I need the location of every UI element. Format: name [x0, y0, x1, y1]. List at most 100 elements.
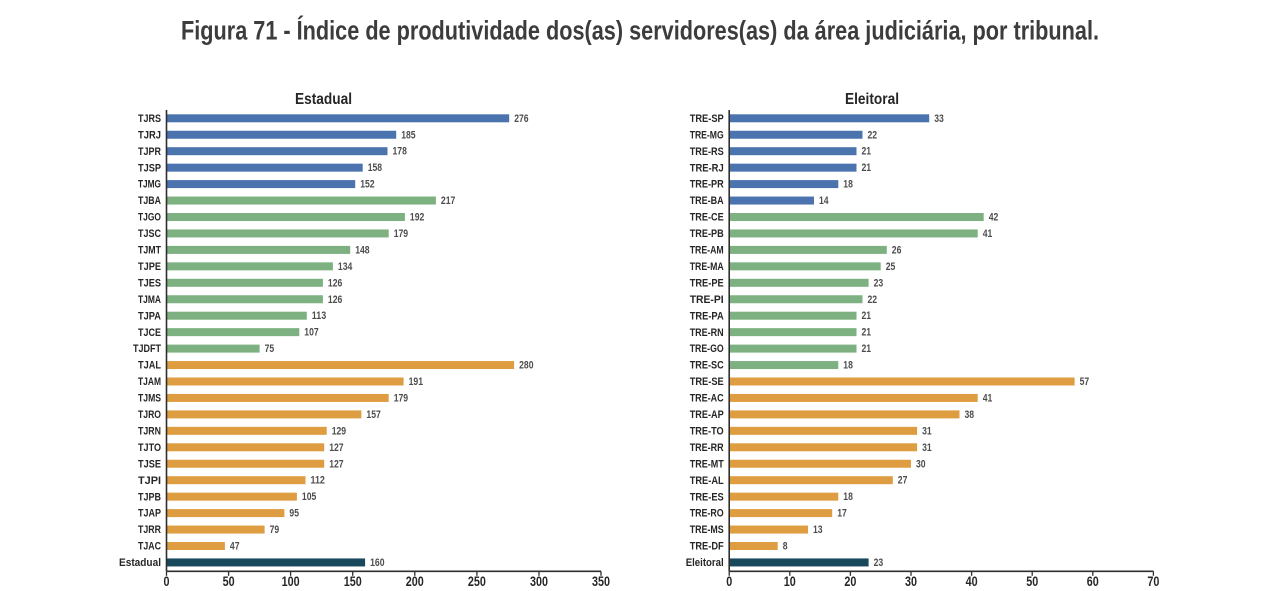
- svg-text:TJPE: TJPE: [138, 261, 161, 273]
- svg-text:TRE-PA: TRE-PA: [690, 310, 724, 322]
- svg-text:22: 22: [868, 294, 878, 306]
- svg-text:107: 107: [304, 327, 318, 339]
- svg-text:TJRS: TJRS: [138, 113, 161, 125]
- svg-text:250: 250: [468, 573, 486, 589]
- svg-text:TRE-MT: TRE-MT: [690, 458, 724, 470]
- svg-text:148: 148: [355, 244, 369, 256]
- svg-text:26: 26: [892, 244, 902, 256]
- svg-text:TJRR: TJRR: [138, 524, 161, 536]
- svg-text:10: 10: [784, 573, 796, 589]
- svg-text:126: 126: [328, 294, 342, 306]
- svg-text:Figura 71 - Índice de produtiv: Figura 71 - Índice de produtividade dos(…: [181, 15, 1099, 46]
- svg-text:95: 95: [289, 508, 299, 520]
- svg-text:113: 113: [312, 310, 326, 322]
- svg-text:127: 127: [329, 458, 343, 470]
- svg-text:191: 191: [409, 376, 423, 388]
- svg-text:23: 23: [874, 557, 884, 569]
- svg-text:185: 185: [401, 129, 415, 141]
- svg-text:TJMG: TJMG: [138, 179, 161, 191]
- svg-text:TRE-ES: TRE-ES: [690, 491, 724, 503]
- svg-text:TRE-SP: TRE-SP: [690, 113, 724, 125]
- svg-text:38: 38: [965, 409, 975, 421]
- svg-text:30: 30: [916, 458, 926, 470]
- svg-text:TRE-AP: TRE-AP: [690, 409, 724, 421]
- svg-text:31: 31: [922, 442, 932, 454]
- svg-text:TJPB: TJPB: [138, 491, 161, 503]
- svg-text:30: 30: [905, 573, 917, 589]
- svg-text:TJSE: TJSE: [138, 458, 161, 470]
- svg-text:21: 21: [862, 343, 872, 355]
- svg-text:TJAC: TJAC: [138, 541, 161, 553]
- svg-text:TRE-MG: TRE-MG: [690, 129, 724, 141]
- svg-text:57: 57: [1080, 376, 1090, 388]
- svg-text:TJSC: TJSC: [138, 228, 161, 240]
- svg-text:TJGO: TJGO: [138, 212, 161, 224]
- svg-text:TRE-AL: TRE-AL: [690, 475, 724, 487]
- svg-text:27: 27: [898, 475, 908, 487]
- svg-text:21: 21: [862, 310, 872, 322]
- svg-text:TJCE: TJCE: [138, 327, 161, 339]
- svg-text:350: 350: [592, 573, 610, 589]
- svg-text:TJAP: TJAP: [138, 508, 161, 520]
- svg-text:129: 129: [332, 425, 346, 437]
- svg-text:TRE-RJ: TRE-RJ: [690, 162, 724, 174]
- svg-text:100: 100: [282, 573, 300, 589]
- svg-text:TRE-BA: TRE-BA: [690, 195, 724, 207]
- svg-text:192: 192: [410, 212, 424, 224]
- svg-text:20: 20: [844, 573, 856, 589]
- svg-text:TRE-AM: TRE-AM: [690, 245, 724, 257]
- svg-text:160: 160: [370, 557, 384, 569]
- svg-text:TRE-CE: TRE-CE: [690, 212, 724, 224]
- svg-text:Eleitoral: Eleitoral: [845, 91, 899, 108]
- svg-text:TRE-TO: TRE-TO: [690, 425, 724, 437]
- svg-text:TRE-PB: TRE-PB: [690, 228, 724, 240]
- svg-text:TRE-MS: TRE-MS: [690, 524, 724, 536]
- svg-text:TRE-AC: TRE-AC: [690, 393, 724, 405]
- svg-text:0: 0: [726, 573, 732, 589]
- svg-text:217: 217: [441, 195, 455, 207]
- svg-text:TRE-DF: TRE-DF: [690, 541, 724, 553]
- svg-text:21: 21: [862, 327, 872, 339]
- svg-text:50: 50: [1026, 573, 1038, 589]
- svg-text:TJPA: TJPA: [138, 310, 161, 322]
- svg-text:79: 79: [270, 524, 280, 536]
- svg-text:126: 126: [328, 277, 342, 289]
- svg-text:TJES: TJES: [138, 277, 161, 289]
- svg-text:TJMS: TJMS: [138, 393, 161, 405]
- svg-text:23: 23: [874, 277, 884, 289]
- svg-text:25: 25: [886, 261, 896, 273]
- svg-text:Estadual: Estadual: [119, 557, 161, 569]
- svg-text:TJBA: TJBA: [138, 195, 161, 207]
- svg-text:TJMT: TJMT: [138, 245, 161, 257]
- svg-text:157: 157: [366, 409, 380, 421]
- svg-text:41: 41: [983, 392, 993, 404]
- svg-text:50: 50: [223, 573, 235, 589]
- svg-text:127: 127: [329, 442, 343, 454]
- svg-text:TJRN: TJRN: [138, 425, 161, 437]
- svg-text:TJPR: TJPR: [138, 146, 161, 158]
- svg-text:200: 200: [406, 573, 424, 589]
- svg-text:178: 178: [393, 146, 407, 158]
- svg-text:21: 21: [862, 146, 872, 158]
- svg-text:47: 47: [230, 541, 240, 553]
- svg-text:60: 60: [1087, 573, 1099, 589]
- svg-text:8: 8: [783, 541, 788, 553]
- svg-text:179: 179: [394, 228, 408, 240]
- svg-text:TRE-RR: TRE-RR: [690, 442, 724, 454]
- svg-text:TJSP: TJSP: [138, 162, 161, 174]
- svg-text:0: 0: [164, 573, 170, 589]
- svg-text:105: 105: [302, 491, 316, 503]
- svg-text:41: 41: [983, 228, 993, 240]
- svg-text:31: 31: [922, 425, 932, 437]
- svg-text:21: 21: [862, 162, 872, 174]
- svg-text:152: 152: [360, 179, 374, 191]
- svg-text:150: 150: [344, 573, 362, 589]
- svg-text:TRE-PI: TRE-PI: [690, 294, 724, 306]
- svg-text:18: 18: [843, 491, 853, 503]
- svg-text:112: 112: [311, 475, 325, 487]
- svg-text:13: 13: [813, 524, 823, 536]
- svg-text:18: 18: [843, 179, 853, 191]
- svg-text:276: 276: [514, 113, 528, 125]
- svg-text:TJMA: TJMA: [138, 294, 161, 306]
- svg-text:TRE-PR: TRE-PR: [690, 179, 724, 191]
